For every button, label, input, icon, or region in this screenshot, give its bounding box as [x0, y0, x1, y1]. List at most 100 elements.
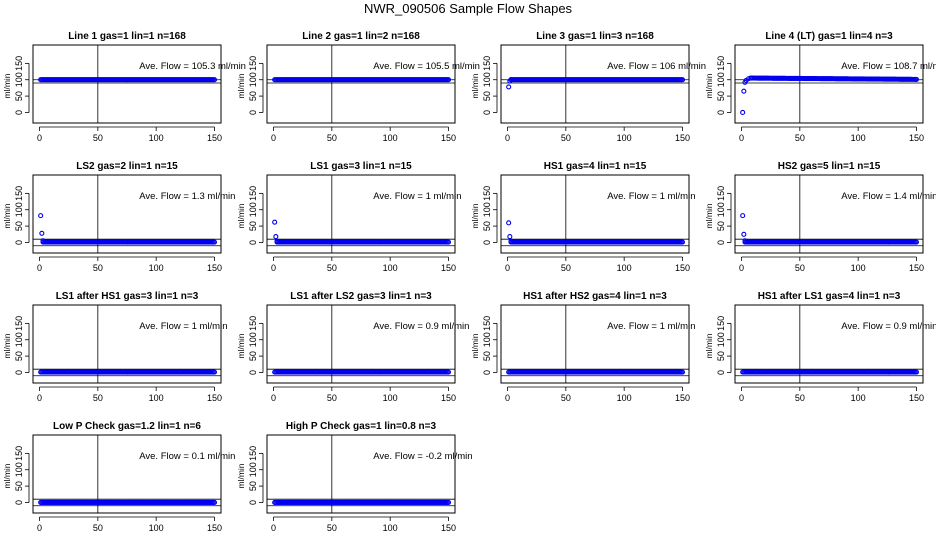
x-tick-label: 50 [795, 133, 805, 143]
y-tick-label: 100 [482, 72, 492, 87]
plot-title: Line 4 (LT) gas=1 lin=4 n=3 [765, 31, 893, 42]
y-tick-label: 150 [716, 186, 726, 201]
average-flow-annotation: Ave. Flow = 1 ml/min [607, 191, 695, 202]
y-axis-label: ml/min [2, 463, 12, 488]
data-point [913, 239, 920, 245]
y-tick-label: 150 [248, 56, 258, 71]
x-tick-label: 0 [271, 263, 276, 273]
average-flow-annotation: Ave. Flow = 0.9 ml/min [373, 321, 469, 332]
y-tick-label: 0 [716, 110, 726, 115]
x-tick-label: 0 [271, 393, 276, 403]
plot-frame [500, 174, 690, 254]
average-flow-annotation: Ave. Flow = 0.1 ml/min [139, 451, 235, 462]
y-tick-label: 50 [248, 351, 258, 361]
y-tick-label: 100 [716, 332, 726, 347]
x-tick-label: 0 [271, 523, 276, 533]
plot-panel: HS2 gas=5 lin=1 n=150 50 100 150050100150ml… [704, 161, 936, 273]
plot-panel: LS1 after HS1 gas=3 lin=1 n=30 50 100 15005… [2, 291, 227, 403]
y-tick-label: 100 [14, 202, 24, 217]
plot-title: HS1 after LS1 gas=4 lin=1 n=3 [758, 291, 901, 302]
y-axis-label: ml/min [470, 333, 480, 358]
x-tick-label: 150 [909, 393, 924, 403]
x-tick-label: 150 [207, 393, 222, 403]
data-point [740, 213, 746, 219]
data-point [211, 239, 218, 245]
plot-title: Line 3 gas=1 lin=3 n=168 [536, 31, 654, 42]
y-tick-label: 150 [14, 56, 24, 71]
average-flow-annotation: Ave. Flow = 105.5 ml/min [373, 61, 480, 72]
plot-panel: HS1 gas=4 lin=1 n=150 50 100 150050100150ml… [470, 161, 695, 273]
average-flow-annotation: Ave. Flow = 108.7 ml/min [841, 61, 936, 72]
data-point [211, 499, 218, 506]
y-tick-label: 100 [248, 72, 258, 87]
x-tick-label: 150 [909, 133, 924, 143]
y-tick-label: 0 [482, 240, 492, 245]
x-tick-label: 0 [37, 133, 42, 143]
y-tick-label: 0 [716, 240, 726, 245]
y-tick-label: 150 [14, 316, 24, 331]
data-point [273, 234, 279, 240]
plot-title: HS2 gas=5 lin=1 n=15 [778, 161, 881, 172]
y-tick-label: 0 [248, 110, 258, 115]
y-tick-label: 50 [482, 221, 492, 231]
y-axis-label: ml/min [2, 73, 12, 98]
data-point [445, 369, 452, 375]
plot-panel: High P Check gas=1 lin=0.8 n=30 50 100 1500… [236, 421, 473, 533]
average-flow-annotation: Ave. Flow = 1 ml/min [607, 321, 695, 332]
x-tick-label: 50 [327, 133, 337, 143]
plot-frame [734, 304, 924, 384]
data-point [506, 220, 512, 226]
plot-title: HS1 gas=4 lin=1 n=15 [544, 161, 647, 172]
plot-title: LS1 after LS2 gas=3 lin=1 n=3 [290, 291, 432, 302]
y-axis-label: ml/min [236, 463, 246, 488]
data-point [38, 213, 44, 219]
x-tick-label: 50 [795, 393, 805, 403]
plot-frame [266, 174, 456, 254]
y-axis-label: ml/min [470, 203, 480, 228]
plot-frame [32, 304, 222, 384]
y-tick-label: 50 [716, 351, 726, 361]
data-point [445, 77, 452, 83]
plot-frame [734, 44, 924, 124]
y-axis-label: ml/min [704, 203, 714, 228]
x-tick-label: 50 [561, 393, 571, 403]
y-tick-label: 50 [716, 221, 726, 231]
plot-title: LS1 after HS1 gas=3 lin=1 n=3 [56, 291, 199, 302]
y-tick-label: 150 [482, 186, 492, 201]
x-tick-label: 100 [617, 393, 632, 403]
x-tick-label: 50 [327, 263, 337, 273]
x-tick-label: 0 [739, 263, 744, 273]
data-point [679, 369, 686, 375]
data-point [445, 499, 452, 506]
x-tick-label: 0 [271, 133, 276, 143]
y-tick-label: 0 [14, 500, 24, 505]
y-tick-label: 150 [14, 446, 24, 461]
x-tick-label: 50 [327, 523, 337, 533]
y-tick-label: 50 [14, 221, 24, 231]
x-tick-label: 0 [739, 133, 744, 143]
x-tick-label: 0 [505, 133, 510, 143]
data-point [679, 239, 686, 245]
data-point [741, 231, 747, 237]
plot-title: LS1 gas=3 lin=1 n=15 [310, 161, 412, 172]
x-tick-label: 150 [207, 133, 222, 143]
plot-title: High P Check gas=1 lin=0.8 n=3 [286, 421, 437, 432]
y-tick-label: 100 [14, 72, 24, 87]
y-tick-label: 50 [482, 351, 492, 361]
plot-panel: HS1 after HS2 gas=4 lin=1 n=30 50 100 15005… [470, 291, 695, 403]
y-axis-label: ml/min [2, 333, 12, 358]
x-tick-label: 100 [851, 133, 866, 143]
y-tick-label: 100 [716, 72, 726, 87]
y-tick-label: 150 [716, 316, 726, 331]
y-axis-label: ml/min [470, 73, 480, 98]
x-tick-label: 100 [383, 133, 398, 143]
y-tick-label: 0 [482, 110, 492, 115]
x-tick-label: 0 [37, 393, 42, 403]
y-tick-label: 100 [248, 202, 258, 217]
x-tick-label: 150 [675, 263, 690, 273]
y-tick-label: 0 [14, 110, 24, 115]
x-tick-label: 100 [149, 523, 164, 533]
data-point [507, 234, 513, 240]
